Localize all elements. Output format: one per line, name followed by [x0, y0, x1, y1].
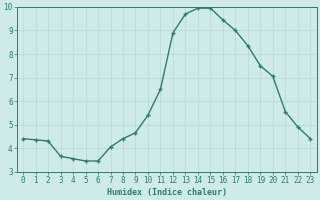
- X-axis label: Humidex (Indice chaleur): Humidex (Indice chaleur): [107, 188, 227, 197]
